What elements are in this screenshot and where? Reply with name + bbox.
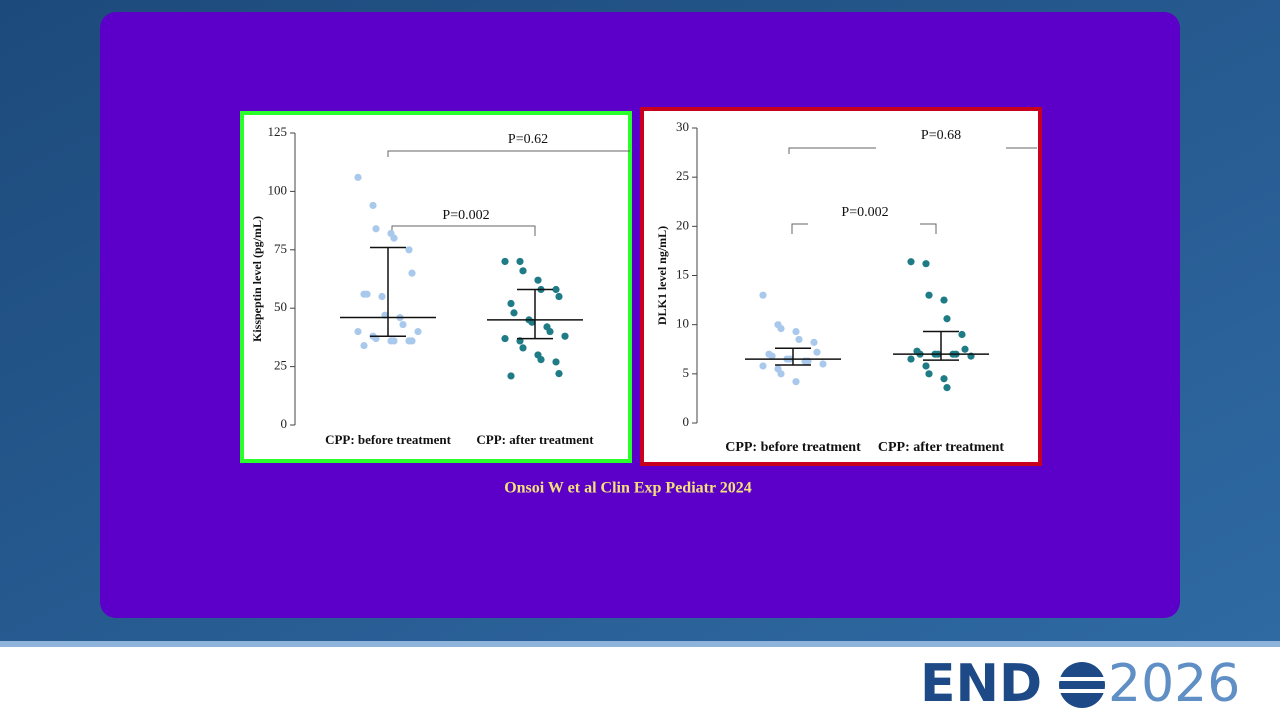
data-point: [519, 344, 527, 352]
data-point: [907, 258, 915, 266]
data-point: [922, 362, 930, 370]
y-tick-label: 20: [676, 217, 689, 232]
data-point: [507, 299, 515, 308]
data-point: [414, 327, 422, 336]
data-point: [922, 260, 930, 268]
data-point: [534, 276, 542, 284]
data-point: [555, 292, 563, 301]
y-tick-label: 100: [268, 182, 288, 197]
data-point: [943, 315, 951, 323]
p-value: P=0.002: [442, 208, 489, 223]
bracket: [788, 147, 1037, 154]
logo-globe: [1058, 662, 1106, 708]
data-point: [819, 360, 827, 368]
data-point: [792, 327, 800, 336]
chart-frame: [640, 107, 1042, 466]
y-tick-label: 25: [676, 168, 689, 183]
p-value: P=0.68: [921, 128, 961, 143]
data-point: [940, 296, 948, 304]
data-point: [958, 330, 966, 339]
data-point: [507, 372, 515, 380]
y-tick-label: 5: [683, 365, 690, 380]
data-point: [360, 341, 368, 350]
data-point: [777, 370, 785, 378]
x-tick-label: CPP: before treatment: [325, 432, 452, 447]
x-tick-label: CPP: before treatment: [725, 440, 861, 455]
data-point: [925, 291, 933, 299]
data-point: [372, 225, 380, 233]
data-point: [408, 269, 416, 277]
p-value: P=0.62: [508, 132, 548, 147]
data-point: [369, 201, 377, 210]
bracket: [387, 150, 630, 157]
data-point: [537, 355, 545, 364]
data-point: [940, 375, 948, 383]
data-point: [408, 337, 416, 345]
data-point: [810, 338, 818, 346]
y-tick-label: 10: [676, 316, 689, 331]
data-point: [768, 352, 776, 360]
y-tick-label: 0: [683, 414, 690, 429]
citation: Onsoi W et al Clin Exp Pediatr 2024: [504, 480, 752, 497]
data-point: [961, 345, 969, 353]
band: [0, 641, 1280, 647]
data-point: [759, 362, 767, 370]
data-point: [501, 257, 509, 266]
data-point: [516, 257, 524, 266]
data-point: [399, 320, 407, 329]
data-point: [552, 285, 560, 294]
y-tick-label: 25: [274, 358, 287, 373]
data-point: [363, 290, 371, 298]
data-point: [759, 291, 767, 299]
data-point: [405, 246, 413, 254]
data-point: [777, 325, 785, 333]
y-axis-label: Kisspeptin level (pg/mL): [250, 216, 264, 342]
data-point: [519, 267, 527, 275]
y-tick-label: 15: [676, 266, 689, 281]
data-point: [390, 337, 398, 345]
y-tick-label: 50: [274, 299, 287, 314]
data-point: [390, 234, 398, 242]
x-tick-label: CPP: after treatment: [878, 440, 1005, 455]
data-point: [925, 370, 933, 378]
data-point: [378, 292, 386, 301]
data-point: [546, 327, 554, 336]
data-point: [501, 334, 509, 343]
data-point: [792, 378, 800, 386]
y-tick-label: 125: [268, 124, 288, 139]
data-point: [907, 355, 915, 363]
y-tick-label: 0: [281, 416, 288, 431]
data-point: [795, 335, 803, 344]
data-point: [354, 327, 362, 336]
data-point: [555, 370, 563, 378]
y-tick-label: 30: [676, 119, 689, 134]
data-point: [561, 332, 569, 340]
x-tick-label: CPP: after treatment: [476, 432, 594, 447]
data-point: [813, 348, 821, 356]
y-tick-label: 75: [274, 241, 287, 256]
p-value: P=0.002: [841, 205, 888, 220]
data-point: [354, 173, 362, 181]
logo-text: END: [920, 654, 1042, 714]
data-point: [510, 309, 518, 317]
logo-text: 2026: [1108, 654, 1240, 714]
data-point: [943, 384, 951, 392]
bracket: [791, 223, 937, 234]
y-axis-label: DLK1 level ng/mL): [655, 226, 669, 325]
data-point: [552, 358, 560, 366]
chart-frame: [240, 111, 632, 463]
